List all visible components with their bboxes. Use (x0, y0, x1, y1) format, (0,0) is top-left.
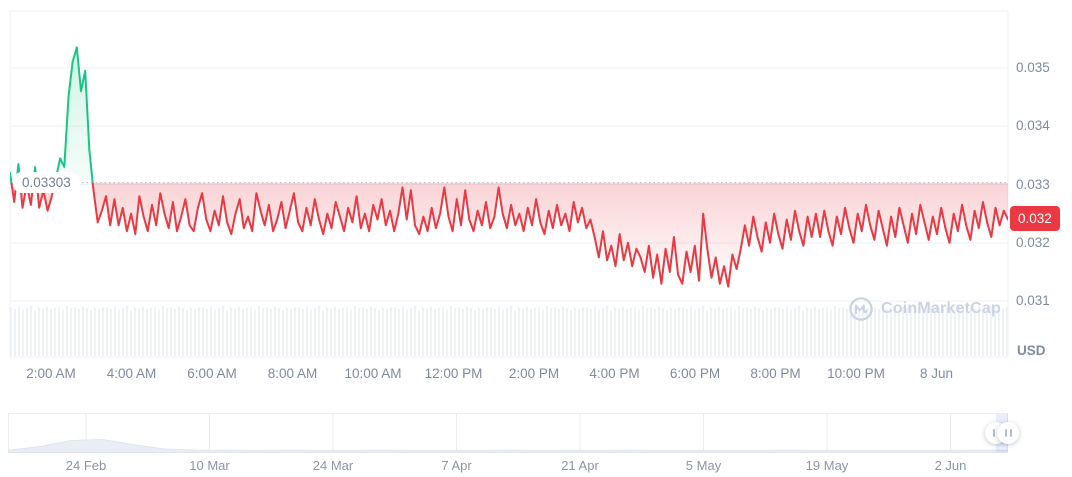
navigator-date-tick: 24 Feb (65, 458, 107, 473)
range-navigator[interactable] (8, 413, 1019, 453)
x-axis-tick: 8:00 AM (267, 366, 318, 381)
navigator-canvas[interactable] (8, 413, 1008, 453)
navigator-date-tick: 19 May (805, 458, 849, 473)
x-axis-tick: 4:00 PM (589, 366, 640, 381)
range-handle-end[interactable] (997, 422, 1019, 444)
baseline-price-label: 0.03303 (13, 171, 80, 193)
navigator-date-tick: 5 May (685, 458, 722, 473)
x-axis-tick: 4:00 AM (106, 366, 157, 381)
coinmarketcap-logo-icon (849, 297, 873, 321)
x-axis-tick: 2:00 AM (26, 366, 76, 381)
last-price-badge: 0.032 (1010, 206, 1060, 232)
navigator-date-tick: 24 Mar (312, 458, 354, 473)
x-axis-tick: 10:00 AM (344, 366, 402, 381)
watermark-text: CoinMarketCap (881, 300, 1001, 317)
x-axis-tick: 8:00 PM (750, 366, 801, 381)
navigator-date-tick: 2 Jun (934, 458, 967, 473)
y-axis-tick: 0.031 (1016, 293, 1050, 309)
currency-label: USD (1017, 343, 1046, 358)
x-axis-tick: 6:00 PM (669, 366, 721, 381)
y-axis-tick: 0.034 (1016, 118, 1050, 134)
x-axis-tick: 12:00 PM (424, 366, 483, 381)
grip-icon (1004, 429, 1012, 437)
coinmarketcap-watermark: CoinMarketCap (848, 296, 1001, 322)
y-axis-tick: 0.033 (1016, 176, 1050, 192)
x-axis-tick: 2:00 PM (508, 366, 560, 381)
x-axis-tick: 8 Jun (919, 366, 954, 381)
x-axis-tick: 10:00 PM (827, 366, 885, 381)
navigator-date-tick: 21 Apr (561, 458, 599, 473)
navigator-date-tick: 7 Apr (441, 458, 472, 473)
x-axis-tick: 6:00 AM (187, 366, 237, 381)
y-axis-tick: 0.035 (1016, 59, 1050, 75)
navigator-date-tick: 10 Mar (189, 458, 230, 473)
y-axis-tick: 0.032 (1016, 234, 1050, 250)
